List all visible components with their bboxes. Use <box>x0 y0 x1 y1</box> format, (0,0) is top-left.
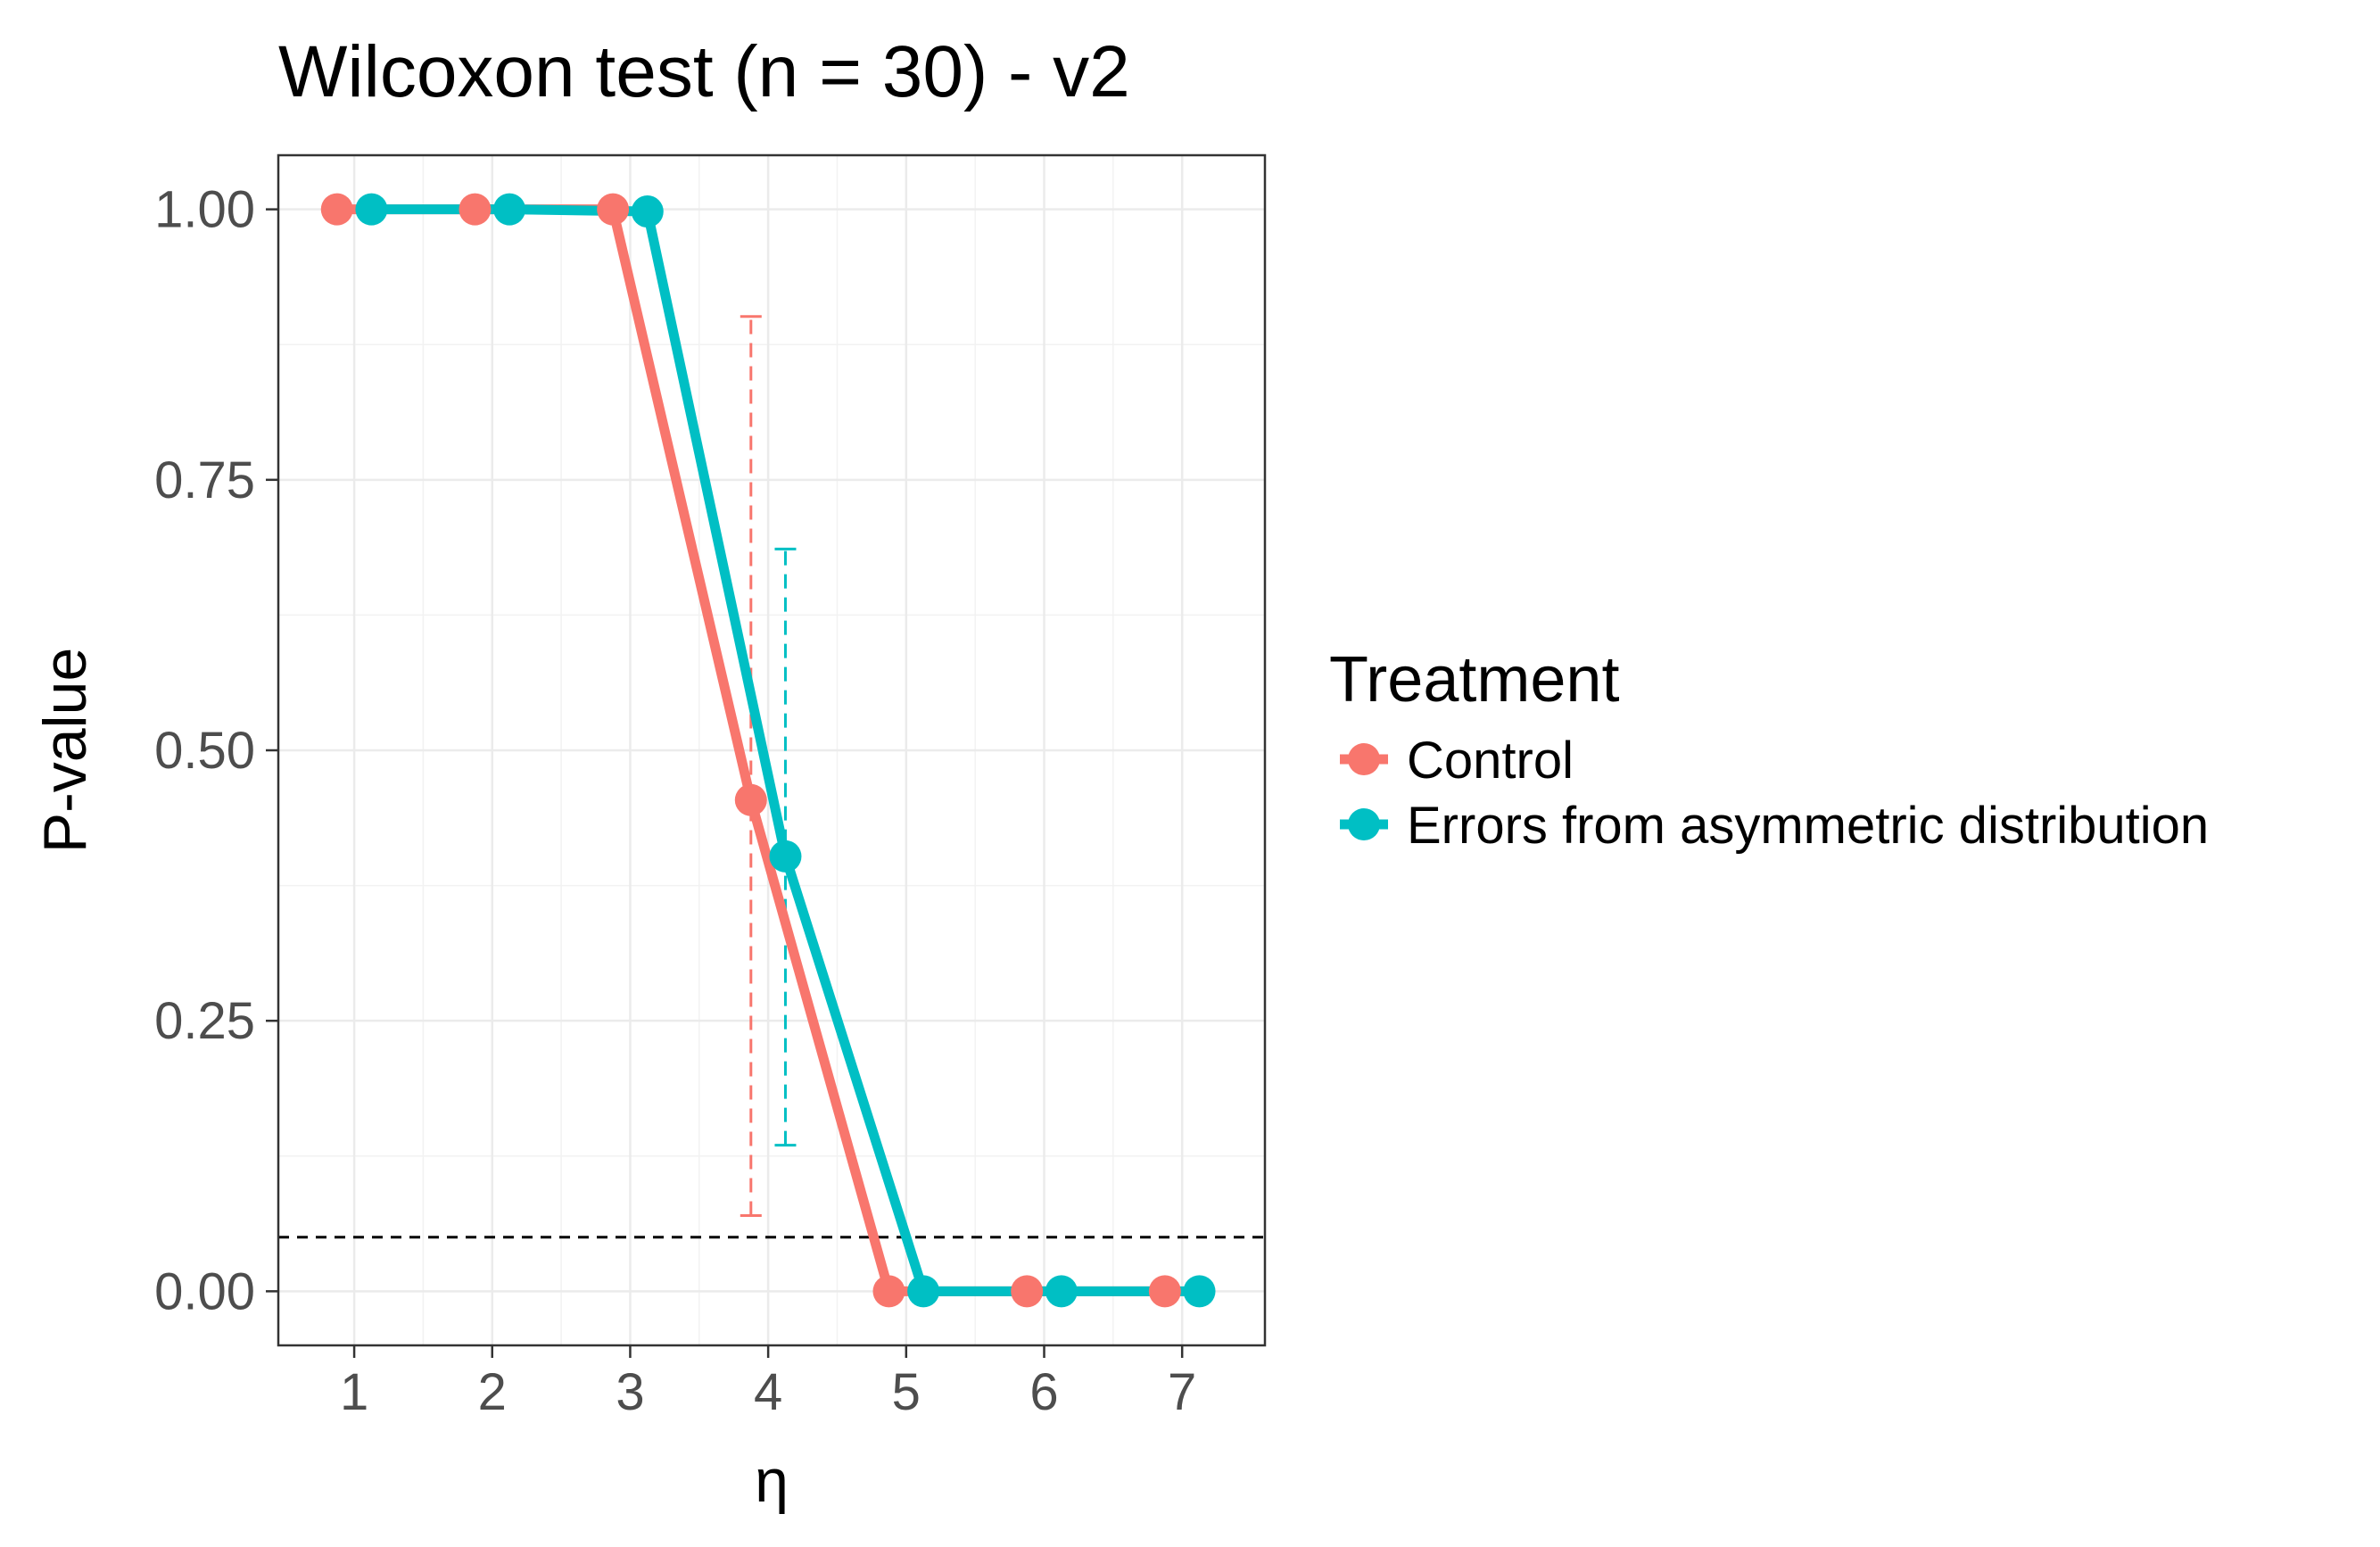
data-point <box>459 193 492 226</box>
x-tick-label: 6 <box>1029 1363 1058 1421</box>
x-tick-label: 5 <box>892 1363 921 1421</box>
legend-label: Control <box>1407 732 1574 790</box>
y-axis-label: P-value <box>31 648 99 854</box>
x-tick-label: 4 <box>754 1363 782 1421</box>
y-tick-label: 0.50 <box>154 722 255 780</box>
y-tick-label: 0.75 <box>154 451 255 509</box>
legend-key <box>1340 743 1388 775</box>
data-point <box>769 840 802 873</box>
data-point <box>597 193 630 226</box>
data-point <box>355 193 388 226</box>
data-point <box>1045 1275 1078 1308</box>
x-tick-label: 2 <box>478 1363 507 1421</box>
x-tick-label: 1 <box>340 1363 368 1421</box>
y-tick-label: 0.00 <box>154 1262 255 1320</box>
plot-panel <box>277 153 1267 1347</box>
legend-key-point <box>1348 743 1380 775</box>
chart-title: Wilcoxon test (n = 30) - v2 <box>278 31 1130 112</box>
data-point <box>872 1275 905 1308</box>
series-points <box>320 193 1216 1308</box>
y-tick-label: 0.25 <box>154 992 255 1050</box>
x-axis-label: η <box>755 1447 789 1515</box>
data-point <box>1011 1275 1044 1308</box>
data-point <box>734 783 767 816</box>
legend: Treatment Control Errors from asymmetric … <box>1329 644 2209 855</box>
legend-label: Errors from asymmetric distribution <box>1407 797 2209 855</box>
legend-key <box>1340 808 1388 840</box>
data-point <box>493 193 526 226</box>
data-point <box>320 193 353 226</box>
x-axis: 1 2 3 4 5 6 7 <box>340 1345 1196 1421</box>
data-point <box>1148 1275 1181 1308</box>
data-point <box>1183 1275 1216 1308</box>
legend-title: Treatment <box>1329 644 1619 716</box>
legend-key-point <box>1348 808 1380 840</box>
y-tick-label: 1.00 <box>154 181 255 239</box>
data-point <box>631 195 664 228</box>
y-axis: 0.00 0.25 0.50 0.75 1.00 <box>154 181 278 1320</box>
x-tick-label: 3 <box>616 1363 644 1421</box>
x-tick-label: 7 <box>1168 1363 1196 1421</box>
error-bars <box>740 315 797 1217</box>
data-point <box>907 1275 940 1308</box>
legend-items: Control Errors from asymmetric distributi… <box>1340 732 2209 855</box>
